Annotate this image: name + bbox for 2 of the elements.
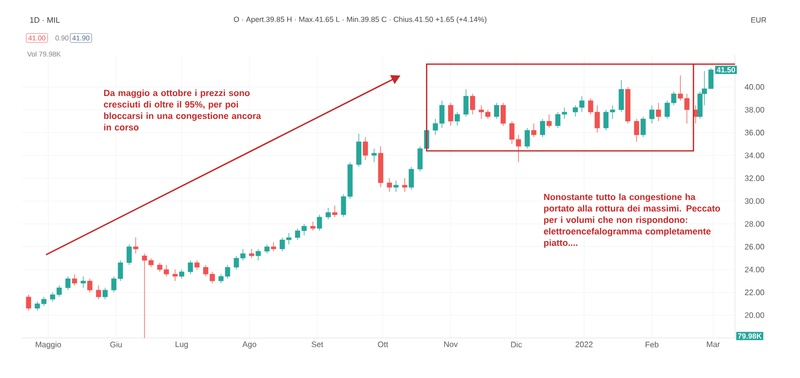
annotation: Nonostante tutto la congestione ha portato alla rottura dei massimi. Peccato per i volumi che non rispondono: elettroencefalogramma completamente piatto.... [544, 194, 720, 248]
annotation: Da maggio a ottobre i prezzi sono cresciuti di oltre il 95%, per poi bloccarsi in una congestione ancora in corso [104, 90, 262, 130]
